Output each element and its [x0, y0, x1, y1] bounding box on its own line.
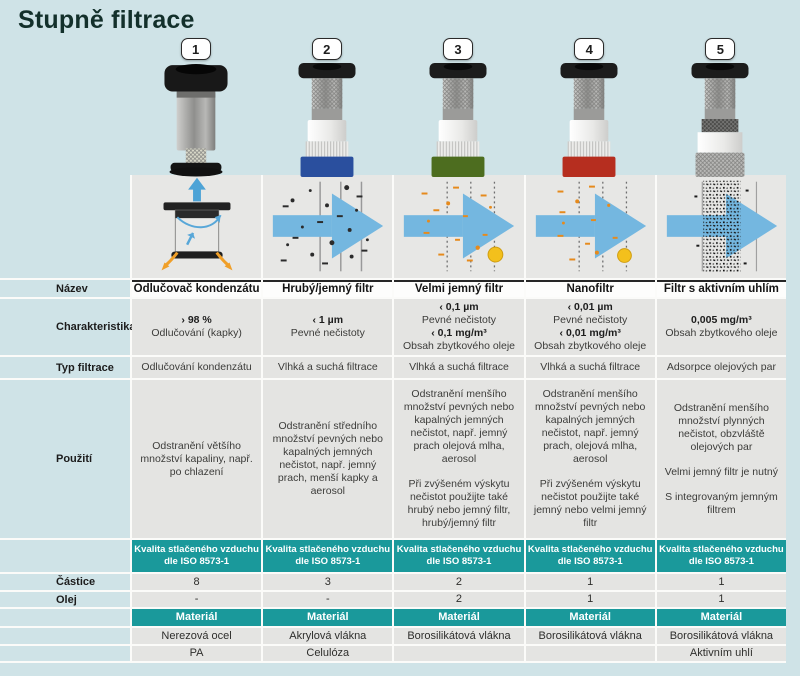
- filtration-table: Název Odlučovač kondenzátu Hrubý/jemný f…: [0, 175, 786, 663]
- row-label-charakteristika: Charakteristika: [0, 299, 136, 355]
- material-header: Materiál: [132, 609, 262, 626]
- diagram-very-fine-filter-icon: [394, 175, 524, 278]
- diagram-nanofilter-icon: [525, 175, 655, 278]
- material-value: Akrylová vlákna: [263, 628, 393, 644]
- castice-value: 8: [132, 574, 262, 590]
- filter-column-header-5: 5: [655, 38, 786, 177]
- row-label-nazev: Název: [0, 280, 130, 297]
- typ-filtrace-cell: Odlučování kondenzátu: [132, 357, 262, 378]
- material-header: Materiál: [656, 609, 786, 626]
- pouziti-cell: Odstranění středního množství pevných ne…: [263, 380, 393, 538]
- stage-5-badge: 5: [705, 38, 736, 60]
- material-value: Borosilikátová vlákna: [525, 628, 655, 644]
- material-value: [525, 646, 655, 661]
- active-carbon-filter-photo: [691, 63, 749, 177]
- page-title: Stupně filtrace: [18, 6, 195, 34]
- typ-filtrace-cell: Adsorpce olejových par: [656, 357, 786, 378]
- material-value: Celulóza: [263, 646, 393, 661]
- stage-1-badge: 1: [180, 38, 211, 60]
- row-label-pouziti: Použití: [0, 380, 130, 538]
- row-label-olej: Olej: [0, 592, 130, 607]
- diagram-cyclone-separator-icon: [132, 175, 262, 278]
- material-header: Materiál: [263, 609, 393, 626]
- charakteristika-cell: › 98 % Odlučování (kapky): [132, 299, 262, 355]
- row-label-typ-filtrace: Typ filtrace: [0, 357, 130, 378]
- filters-header: 1 2 3: [0, 38, 786, 177]
- material-value: PA: [132, 646, 262, 661]
- material-value: Nerezová ocel: [132, 628, 262, 644]
- iso-quality-header: Kvalita stlačeného vzduchu dle ISO 8573-1: [394, 540, 524, 572]
- very-fine-filter-photo: [429, 63, 487, 177]
- filter-name: Nanofiltr: [525, 280, 655, 297]
- castice-value: 2: [394, 574, 524, 590]
- stage-3-badge: 3: [442, 38, 473, 60]
- charakteristika-cell: 0,005 mg/m³ Obsah zbytkového oleje: [656, 299, 786, 355]
- row-label-castice: Částice: [0, 574, 130, 590]
- filter-column-header-2: 2: [261, 38, 392, 177]
- pouziti-cell: Odstranění menšího množství pevných nebo…: [525, 380, 655, 538]
- filter-column-header-3: 3: [392, 38, 523, 177]
- iso-quality-header: Kvalita stlačeného vzduchu dle ISO 8573-1: [525, 540, 655, 572]
- olej-value: 2: [394, 592, 524, 607]
- filter-name: Filtr s aktivním uhlím: [656, 280, 786, 297]
- typ-filtrace-cell: Vlhká a suchá filtrace: [394, 357, 524, 378]
- material-header: Materiál: [525, 609, 655, 626]
- iso-quality-header: Kvalita stlačeného vzduchu dle ISO 8573-1: [263, 540, 393, 572]
- nanofilter-photo: [560, 63, 618, 177]
- castice-value: 1: [525, 574, 655, 590]
- pouziti-cell: Odstranění menšího množství pevných nebo…: [394, 380, 524, 538]
- material-value: [394, 646, 524, 661]
- filter-column-header-1: 1: [130, 38, 261, 177]
- olej-value: 1: [656, 592, 786, 607]
- filter-name: Hrubý/jemný filtr: [263, 280, 393, 297]
- iso-quality-header: Kvalita stlačeného vzduchu dle ISO 8573-1: [656, 540, 786, 572]
- diagram-active-carbon-icon: [656, 175, 786, 278]
- material-value: Borosilikátová vlákna: [394, 628, 524, 644]
- olej-value: 1: [525, 592, 655, 607]
- charakteristika-cell: ‹ 0,01 µm Pevné nečistoty ‹ 0,01 mg/m³ Obs…: [525, 299, 655, 355]
- castice-value: 3: [263, 574, 393, 590]
- diagram-coarse-filter-icon: [263, 175, 393, 278]
- filter-name: Odlučovač kondenzátu: [132, 280, 262, 297]
- typ-filtrace-cell: Vlhká a suchá filtrace: [263, 357, 393, 378]
- material-header: Materiál: [394, 609, 524, 626]
- castice-value: 1: [656, 574, 786, 590]
- pouziti-cell: Odstranění menšího množství plynných neč…: [656, 380, 786, 538]
- coarse-fine-filter-photo: [298, 63, 356, 177]
- olej-value: -: [263, 592, 393, 607]
- filter-name: Velmi jemný filtr: [394, 280, 524, 297]
- typ-filtrace-cell: Vlhká a suchá filtrace: [525, 357, 655, 378]
- olej-value: -: [132, 592, 262, 607]
- condensate-separator-photo: [164, 64, 228, 177]
- stage-4-badge: 4: [574, 38, 605, 60]
- pouziti-cell: Odstranění většího množství kapaliny, na…: [132, 380, 262, 538]
- material-value: Aktivním uhlí: [656, 646, 786, 661]
- charakteristika-cell: ‹ 0,1 µm Pevné nečistoty ‹ 0,1 mg/m³ Obsah…: [394, 299, 524, 355]
- stage-2-badge: 2: [311, 38, 342, 60]
- iso-quality-header: Kvalita stlačeného vzduchu dle ISO 8573-1: [132, 540, 262, 572]
- filter-column-header-4: 4: [524, 38, 655, 177]
- charakteristika-cell: ‹ 1 µm Pevné nečistoty: [263, 299, 393, 355]
- material-value: Borosilikátová vlákna: [656, 628, 786, 644]
